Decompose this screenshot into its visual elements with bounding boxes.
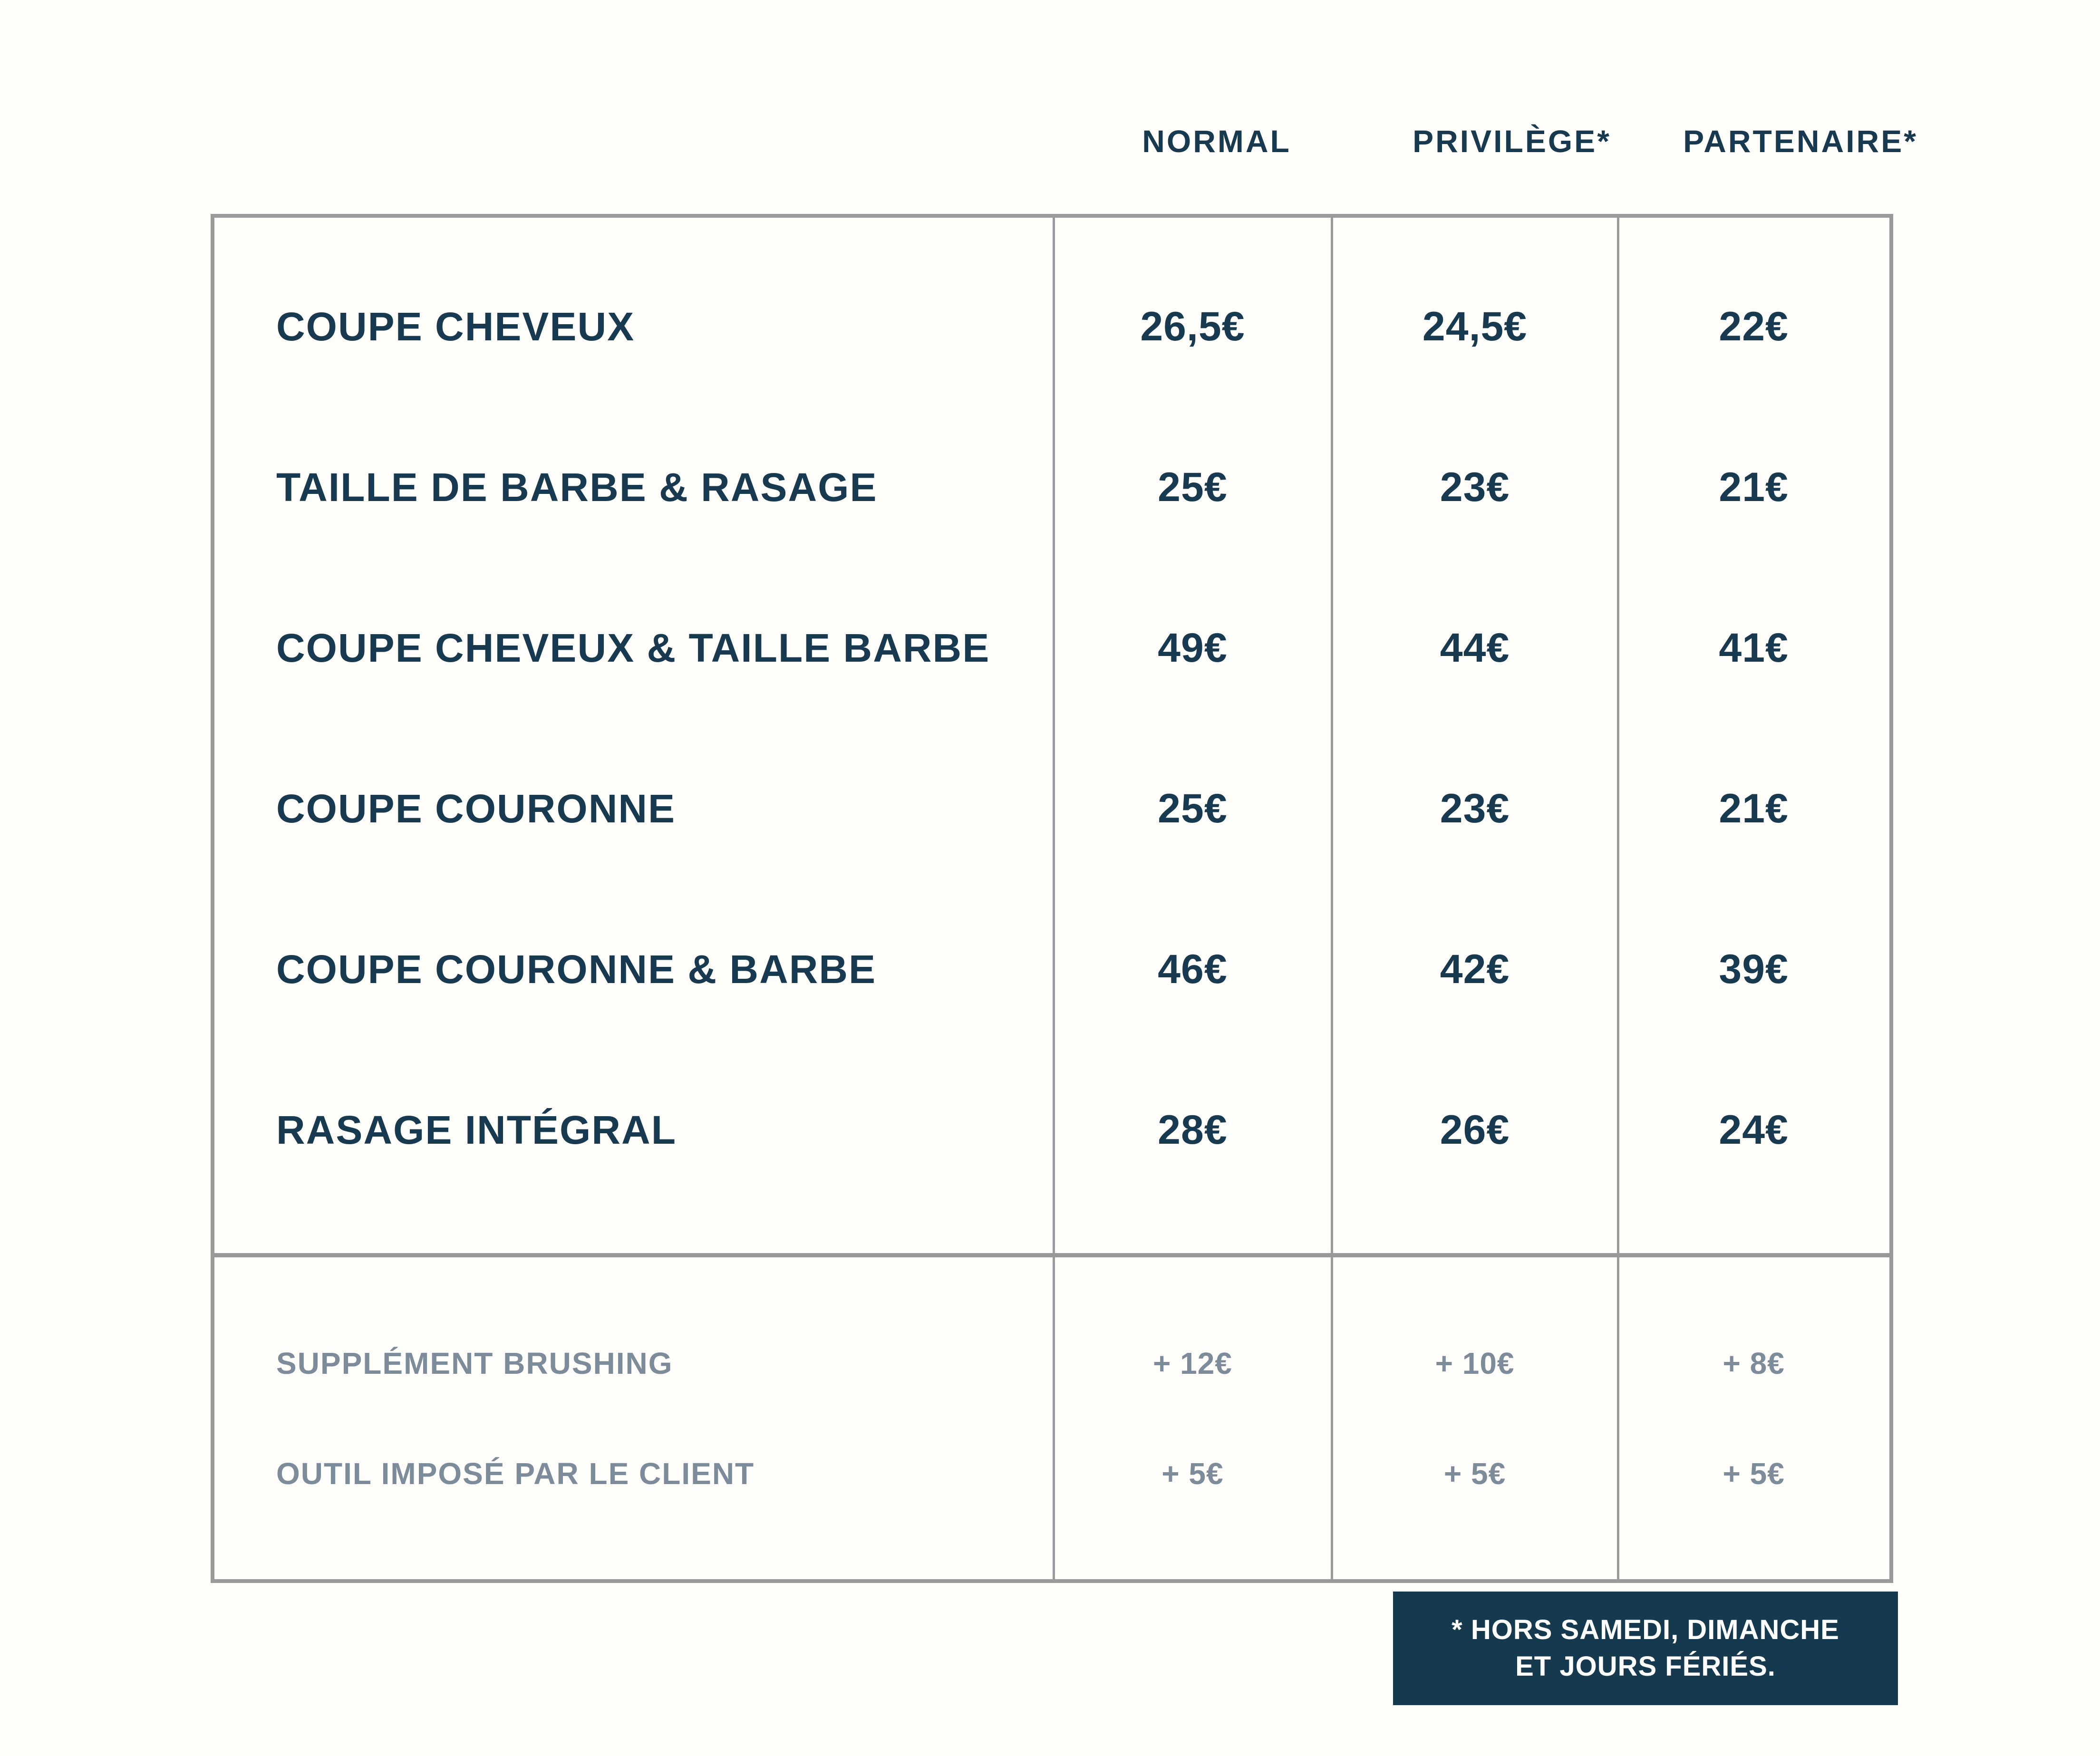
table-row: OUTIL IMPOSÉ PAR LE CLIENT + 5€ + 5€ + 5… — [214, 1456, 1889, 1491]
column-divider-3 — [1617, 218, 1620, 1579]
table-row: COUPE COURONNE 25€ 23€ 21€ — [214, 785, 1889, 832]
column-divider-2 — [1330, 218, 1333, 1579]
supplement-price-privilege: + 10€ — [1435, 1346, 1515, 1380]
service-label: COUPE COURONNE & BARBE — [276, 946, 877, 992]
supplement-label: OUTIL IMPOSÉ PAR LE CLIENT — [276, 1456, 755, 1491]
price-privilege: 26€ — [1440, 1107, 1510, 1153]
service-label: COUPE COURONNE — [276, 786, 676, 831]
footnote-box: * HORS SAMEDI, DIMANCHE ET JOURS FÉRIÉS. — [1393, 1592, 1898, 1705]
table-row: RASAGE INTÉGRAL 28€ 26€ 24€ — [214, 1107, 1889, 1154]
price-privilege: 24,5€ — [1422, 303, 1528, 349]
services-section: COUPE CHEVEUX 26,5€ 24,5€ 22€ TAILLE DE … — [214, 218, 1889, 1253]
price-table: COUPE CHEVEUX 26,5€ 24,5€ 22€ TAILLE DE … — [211, 214, 1893, 1583]
price-partenaire: 22€ — [1719, 303, 1789, 349]
table-row: TAILLE DE BARBE & RASAGE 25€ 23€ 21€ — [214, 464, 1889, 511]
service-label: COUPE CHEVEUX — [276, 304, 635, 349]
price-partenaire: 41€ — [1719, 625, 1789, 671]
service-label: RASAGE INTÉGRAL — [276, 1107, 677, 1152]
supplement-price-privilege: + 5€ — [1443, 1456, 1506, 1491]
price-privilege: 44€ — [1440, 625, 1510, 671]
price-normal: 46€ — [1158, 946, 1228, 992]
supplement-price-partenaire: + 5€ — [1723, 1456, 1785, 1491]
price-normal: 26,5€ — [1140, 303, 1245, 349]
section-divider — [214, 1253, 1889, 1257]
table-row: COUPE COURONNE & BARBE 46€ 42€ 39€ — [214, 946, 1889, 993]
price-normal: 25€ — [1158, 464, 1228, 510]
supplements-section: SUPPLÉMENT BRUSHING + 12€ + 10€ + 8€ OUT… — [214, 1257, 1889, 1579]
price-privilege: 23€ — [1440, 464, 1510, 510]
column-headers: NORMAL PRIVILÈGE* PARTENAIRE* — [0, 110, 2100, 172]
column-divider-1 — [1053, 218, 1055, 1579]
column-header-partenaire: PARTENAIRE* — [1683, 124, 1918, 159]
service-label: TAILLE DE BARBE & RASAGE — [276, 464, 878, 510]
footnote-line-1: * HORS SAMEDI, DIMANCHE — [1452, 1614, 1839, 1645]
price-partenaire: 24€ — [1719, 1107, 1789, 1153]
supplement-price-normal: + 12€ — [1152, 1346, 1232, 1380]
price-partenaire: 21€ — [1719, 464, 1789, 510]
column-header-privilege: PRIVILÈGE* — [1413, 124, 1611, 159]
table-row: COUPE CHEVEUX 26,5€ 24,5€ 22€ — [214, 303, 1889, 350]
price-normal: 25€ — [1158, 785, 1228, 831]
price-normal: 49€ — [1158, 625, 1228, 671]
table-row: SUPPLÉMENT BRUSHING + 12€ + 10€ + 8€ — [214, 1346, 1889, 1381]
supplement-label: SUPPLÉMENT BRUSHING — [276, 1346, 673, 1380]
column-header-normal: NORMAL — [1142, 124, 1291, 159]
service-label: COUPE CHEVEUX & TAILLE BARBE — [276, 625, 990, 670]
table-row: COUPE CHEVEUX & TAILLE BARBE 49€ 44€ 41€ — [214, 625, 1889, 672]
price-privilege: 23€ — [1440, 785, 1510, 831]
supplement-price-partenaire: + 8€ — [1723, 1346, 1785, 1380]
price-normal: 28€ — [1158, 1107, 1228, 1153]
price-partenaire: 39€ — [1719, 946, 1789, 992]
supplement-price-normal: + 5€ — [1161, 1456, 1224, 1491]
footnote-line-2: ET JOURS FÉRIÉS. — [1515, 1650, 1776, 1682]
price-partenaire: 21€ — [1719, 785, 1789, 831]
price-privilege: 42€ — [1440, 946, 1510, 992]
